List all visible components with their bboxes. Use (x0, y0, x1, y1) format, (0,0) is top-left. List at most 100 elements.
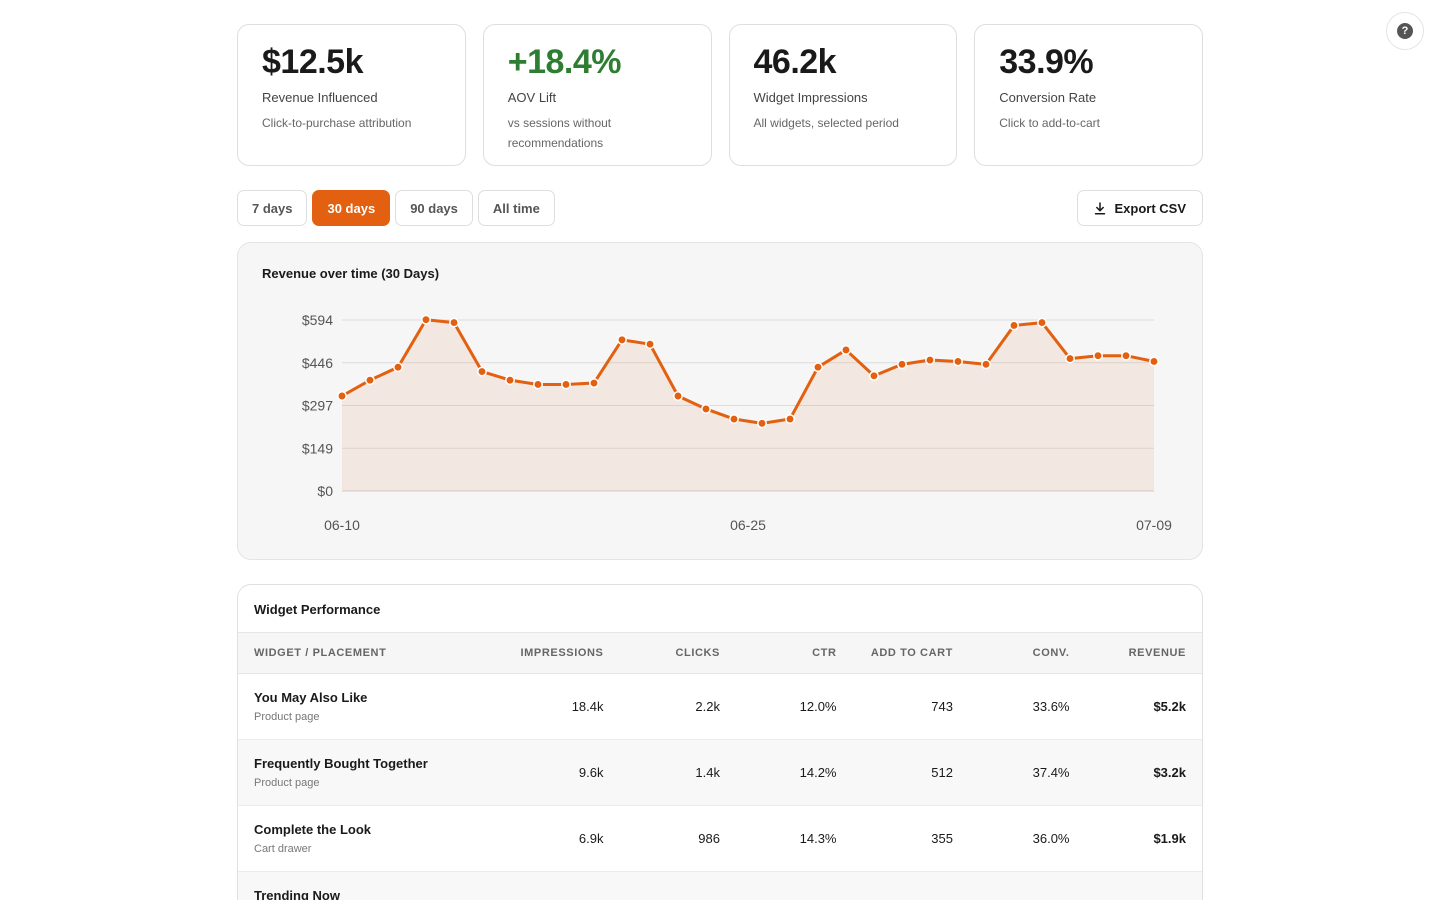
data-point (1037, 317, 1047, 328)
col-header-add-to-cart[interactable]: ADD TO CART (870, 647, 953, 659)
ctr-cell: 12.0% (799, 699, 837, 714)
widget-name: Complete the Look (254, 822, 372, 837)
data-point (645, 339, 655, 350)
widget-name: Frequently Bought Together (254, 756, 428, 771)
table-row[interactable]: Complete the Look Cart drawer 6.9k 986 1… (238, 806, 1202, 872)
kpi-value: +18.4% (507, 43, 622, 81)
kpi-subtext: vs sessions without recommendations (507, 116, 612, 150)
revenue-chart: $0 $149 $297 $446 $594 06-10 06-25 07-09 (302, 312, 1172, 533)
revenue-chart-card: Revenue over time (30 Days) $0 $149 $297 $4… (237, 242, 1203, 560)
kpi-subtext: Click-to-purchase attribution (262, 116, 412, 130)
data-point (477, 366, 487, 377)
data-point (365, 375, 375, 386)
conv-cell: 37.4% (1032, 765, 1070, 780)
y-tick-label: $149 (302, 440, 333, 456)
kpi-label: Conversion Rate (999, 90, 1097, 105)
data-point (1121, 350, 1131, 361)
kpi-label: AOV Lift (507, 90, 557, 105)
col-header-widget[interactable]: WIDGET / PLACEMENT (254, 647, 387, 659)
data-point (1009, 320, 1019, 331)
widget-cell: Complete the Look Cart drawer (254, 822, 487, 855)
data-point (701, 404, 711, 414)
table-row[interactable]: Trending Now (238, 872, 1202, 900)
data-point (421, 314, 431, 325)
y-tick-label: $297 (302, 398, 333, 414)
impressions-cell: 6.9k (578, 831, 604, 846)
data-point (729, 414, 739, 424)
add-to-cart-cell: 743 (931, 699, 953, 714)
widget-name: Trending Now (254, 888, 340, 900)
help-button[interactable]: ? (1386, 12, 1424, 50)
kpi-value: 46.2k (753, 43, 837, 81)
y-tick-label: $446 (302, 355, 333, 371)
clicks-cell: 986 (698, 831, 720, 846)
x-tick-label: 06-10 (324, 517, 360, 533)
y-tick-label: $594 (302, 312, 333, 328)
date-range-selector: 7 days 30 days 90 days All time (237, 190, 1203, 226)
revenue-cell: $1.9k (1153, 831, 1186, 846)
export-csv-label: Export CSV (1114, 200, 1186, 216)
ctr-cell: 14.2% (799, 765, 837, 780)
range-button-90-days[interactable]: 90 days (395, 190, 473, 226)
col-header-conv[interactable]: CONV. (1032, 647, 1070, 659)
range-button-7-days[interactable]: 7 days (237, 190, 308, 226)
data-point (589, 378, 599, 388)
download-icon (1095, 201, 1106, 215)
clicks-cell: 2.2k (695, 699, 720, 714)
table-row[interactable]: Frequently Bought Together Product page … (238, 740, 1202, 806)
add-to-cart-cell: 512 (931, 765, 953, 780)
data-point (1065, 353, 1075, 364)
impressions-cell: 18.4k (571, 699, 604, 714)
kpi-value: $12.5k (262, 43, 363, 81)
data-point (869, 370, 879, 381)
data-point (337, 391, 347, 401)
table-title: Widget Performance (254, 602, 381, 617)
export-csv-button[interactable]: Export CSV (1077, 190, 1203, 226)
widget-placement: Product page (254, 777, 320, 789)
data-point (757, 418, 767, 429)
widget-placement: Product page (254, 711, 320, 723)
x-tick-label: 06-25 (730, 517, 766, 533)
data-point (981, 359, 991, 370)
data-point (785, 414, 795, 424)
kpi-value: 33.9% (999, 43, 1094, 81)
widget-cell: Trending Now (254, 872, 487, 900)
kpi-card-revenue: $12.5k Revenue Influenced Click-to-purch… (237, 24, 466, 166)
data-point (897, 359, 907, 370)
col-header-impressions[interactable]: IMPRESSIONS (520, 647, 604, 659)
data-point (673, 391, 683, 401)
data-point (561, 379, 571, 390)
kpi-label: Widget Impressions (753, 90, 868, 105)
chart-title: Revenue over time (30 Days) (262, 266, 440, 281)
conv-cell: 36.0% (1032, 831, 1070, 846)
col-header-clicks[interactable]: CLICKS (675, 647, 720, 659)
range-button-all-time[interactable]: All time (477, 190, 555, 226)
data-point (449, 317, 459, 328)
kpi-card-aov-lift: +18.4% AOV Lift vs sessions without reco… (482, 24, 712, 166)
kpi-card-conversion: 33.9% Conversion Rate Click to add-to-ca… (974, 24, 1203, 166)
revenue-cell: $3.2k (1153, 765, 1186, 780)
add-to-cart-cell: 355 (931, 831, 953, 846)
range-button-30-days[interactable]: 30 days (312, 190, 391, 226)
data-point (813, 362, 823, 373)
widget-performance-table: Widget Performance WIDGET / PLACEMENT IM… (237, 584, 1203, 900)
col-header-ctr[interactable]: CTR (812, 647, 837, 659)
data-point (393, 362, 403, 373)
data-point (533, 379, 543, 390)
clicks-cell: 1.4k (695, 765, 720, 780)
data-point (841, 344, 851, 355)
conv-cell: 33.6% (1032, 699, 1070, 714)
revenue-cell: $5.2k (1153, 699, 1186, 714)
table-row[interactable]: You May Also Like Product page 18.4k 2.2… (238, 674, 1202, 740)
data-point (505, 375, 515, 386)
data-point (953, 356, 963, 367)
data-point (617, 334, 627, 345)
widget-placement: Cart drawer (254, 843, 312, 855)
kpi-subtext: Click to add-to-cart (999, 116, 1100, 130)
x-tick-label: 07-09 (1136, 517, 1172, 533)
data-point (1149, 356, 1159, 367)
table-header: WIDGET / PLACEMENT IMPRESSIONS CLICKS CT… (238, 632, 1202, 674)
widget-name: You May Also Like (254, 690, 368, 705)
col-header-revenue[interactable]: REVENUE (1128, 647, 1186, 659)
widget-cell: Frequently Bought Together Product page (254, 756, 487, 789)
